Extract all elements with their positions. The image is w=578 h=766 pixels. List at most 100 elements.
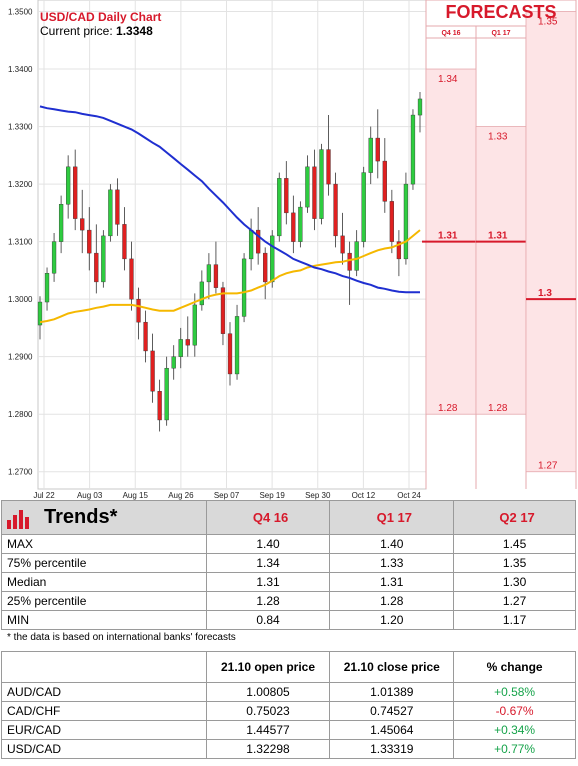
candle-body — [347, 252, 352, 271]
candle-body — [87, 229, 92, 254]
candle-body — [37, 301, 43, 326]
x-tick-label: Aug 15 — [123, 491, 149, 500]
forecast-min-label: 1.28 — [438, 403, 458, 414]
trends-title: Trends* — [44, 506, 118, 528]
trends-row-p75: 75% percentile 1.34 1.33 1.35 — [1, 553, 576, 573]
x-tick-label: Jul 22 — [33, 491, 55, 500]
usdcad-chart: 1.3500 1.3400 1.3300 1.3200 1.3100 1.3000 1.29… — [8, 0, 577, 500]
percent-change: +0.77% — [453, 739, 576, 759]
value-cell: 1.20 — [329, 610, 455, 630]
candle-body — [241, 258, 247, 317]
percent-change: +0.34% — [453, 720, 576, 740]
value-cell: 1.34 — [205, 553, 331, 573]
open-price: 1.44577 — [205, 720, 331, 740]
candle-body — [354, 241, 359, 271]
candle-body — [58, 204, 64, 242]
value-cell: 1.31 — [205, 572, 331, 592]
candle-body — [396, 241, 402, 260]
candle-body — [410, 114, 416, 185]
x-tick-label: Sep 07 — [214, 491, 240, 500]
candle-body — [277, 178, 282, 237]
bar-chart-icon — [7, 509, 29, 529]
percent-change: +0.58% — [453, 682, 576, 702]
open-price: 1.32298 — [205, 739, 331, 759]
value-cell: 0.84 — [205, 610, 331, 630]
candle-body — [94, 252, 99, 283]
candle-body — [185, 339, 190, 346]
forecast-column-label: Q4 16 — [441, 30, 460, 37]
ma-short-line — [39, 229, 421, 324]
candle-body — [136, 298, 141, 323]
candle-body — [312, 166, 317, 219]
current-price-line: Current price: 1.3348 — [40, 24, 153, 38]
candle-body — [319, 149, 324, 219]
candle-body — [44, 273, 50, 303]
prices-row-audcad: AUD/CAD 1.00805 1.01389 +0.58% — [1, 682, 576, 702]
chart-area: 1.3500 1.3400 1.3300 1.3200 1.3100 1.3000 1.29… — [8, 0, 577, 500]
ma-long-line — [39, 105, 420, 294]
current-price-value: 1.3348 — [116, 24, 153, 38]
row-label: 25% percentile — [1, 591, 207, 611]
prices-header-row: 21.10 open price 21.10 close price % cha… — [1, 651, 576, 683]
forecast-column-label: Q1 17 — [491, 30, 510, 37]
value-cell: 1.40 — [205, 534, 331, 554]
candle-body — [326, 149, 331, 185]
candle-body — [122, 224, 127, 260]
trends-row-median: Median 1.31 1.31 1.30 — [1, 572, 576, 592]
value-cell: 1.30 — [453, 572, 576, 592]
candle-body — [375, 137, 380, 162]
candle-body — [199, 281, 204, 306]
row-label: Median — [1, 572, 207, 592]
prices-header-change: % change — [453, 651, 576, 683]
candle-body — [66, 166, 71, 205]
trends-header-q2: Q2 17 — [453, 500, 576, 535]
y-tick-label: 1.3400 — [8, 65, 33, 74]
candle-body — [192, 304, 197, 346]
trends-row-p25: 25% percentile 1.28 1.28 1.27 — [1, 591, 576, 611]
y-tick-label: 1.3200 — [8, 180, 33, 189]
value-cell: 1.28 — [329, 591, 455, 611]
candle-body — [333, 183, 338, 237]
prices-table: 21.10 open price 21.10 close price % cha… — [1, 651, 576, 759]
candle-body — [361, 172, 366, 242]
pair-label: AUD/CAD — [1, 682, 207, 702]
prices-row-eurcad: EUR/CAD 1.44577 1.45064 +0.34% — [1, 720, 576, 740]
value-cell: 1.28 — [205, 591, 331, 611]
trends-header-q1: Q1 17 — [329, 500, 455, 535]
candle-body — [256, 229, 261, 254]
value-cell: 1.45 — [453, 534, 576, 554]
candle-body — [227, 333, 233, 375]
candle-body — [164, 367, 169, 421]
y-tick-label: 1.2900 — [8, 353, 33, 362]
candle-body — [129, 258, 134, 300]
candle-body — [270, 235, 275, 283]
candle-body — [291, 212, 296, 242]
forecast-median-label: 1.31 — [488, 231, 508, 242]
trends-row-max: MAX 1.40 1.40 1.45 — [1, 534, 576, 554]
value-cell: 1.35 — [453, 553, 576, 573]
forecast-range-box — [475, 126, 527, 415]
value-cell: 1.40 — [329, 534, 455, 554]
open-price: 1.00805 — [205, 682, 331, 702]
forecast-range-box — [525, 11, 577, 473]
row-label: MIN — [1, 610, 207, 630]
pair-label: CAD/CHF — [1, 701, 207, 721]
pair-label: USD/CAD — [1, 739, 207, 759]
forecast-median-label: 1.3 — [538, 288, 552, 299]
current-price-label: Current price: — [40, 24, 113, 38]
candle-body — [143, 321, 148, 352]
forecast-max-label: 1.35 — [538, 17, 558, 28]
x-tick-label: Oct 24 — [397, 491, 421, 500]
row-label: 75% percentile — [1, 553, 207, 573]
candle-body — [403, 183, 409, 260]
candle-body — [368, 137, 373, 173]
close-price: 0.74527 — [329, 701, 455, 721]
candle-body — [171, 356, 176, 369]
candle-body — [178, 339, 183, 357]
close-price: 1.45064 — [329, 720, 455, 740]
candle-body — [206, 264, 212, 283]
y-tick-label: 1.3500 — [8, 8, 33, 17]
value-cell: 1.17 — [453, 610, 576, 630]
value-cell: 1.27 — [453, 591, 576, 611]
open-price: 0.75023 — [205, 701, 331, 721]
